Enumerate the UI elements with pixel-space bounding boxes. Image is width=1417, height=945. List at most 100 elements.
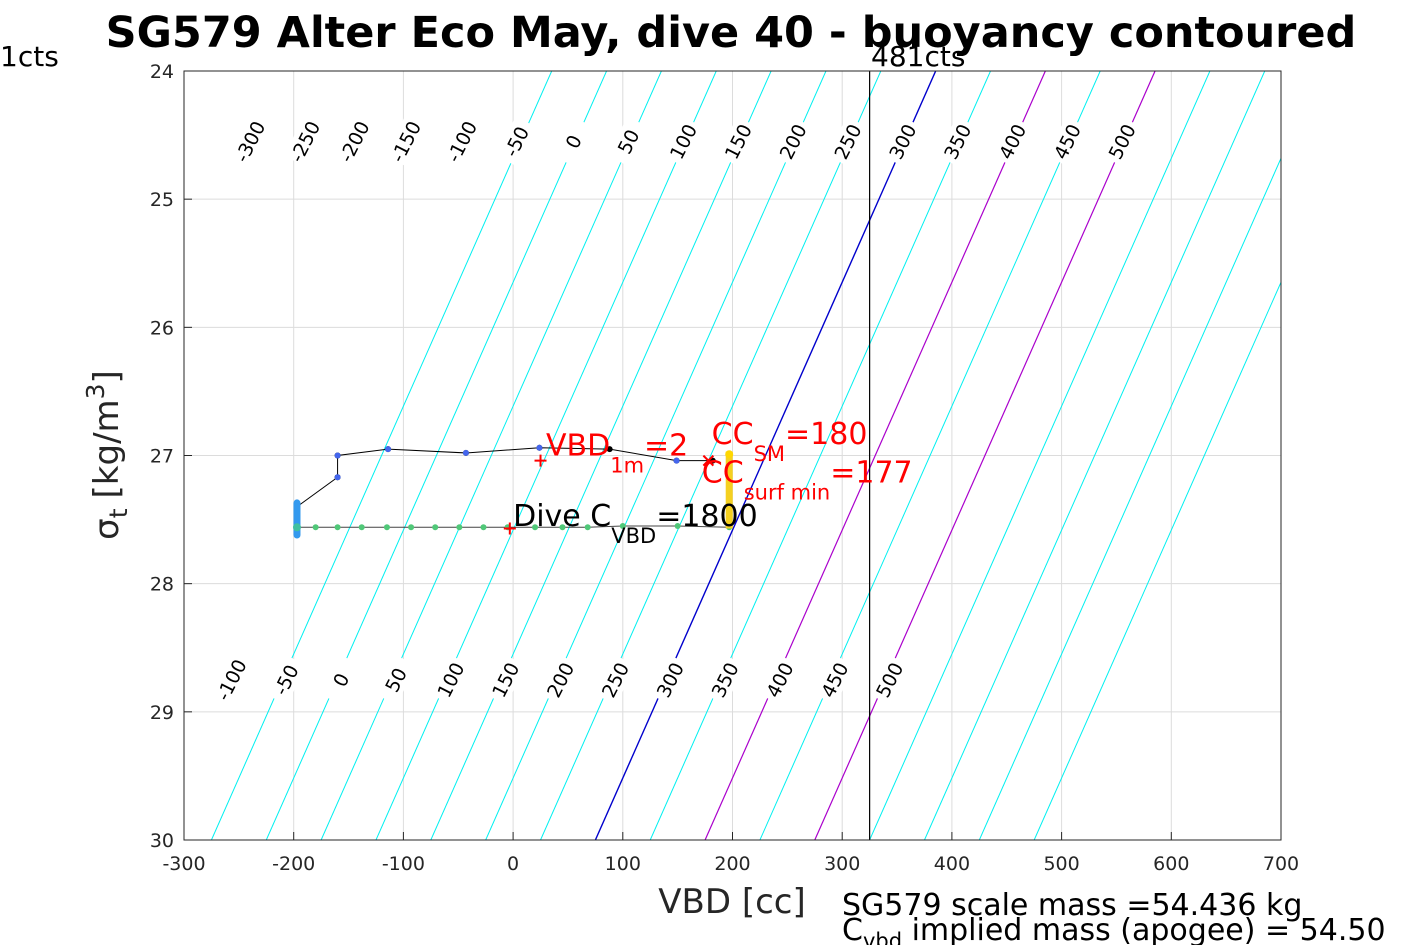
footer-scale-mass: SG579 scale mass =54.436 kg <box>842 888 1302 923</box>
footer-implied-mass-rest: implied mass (apogee) = 54.50 <box>902 913 1386 945</box>
descent-point-5 <box>334 474 341 481</box>
contour-line-11 <box>814 71 1156 840</box>
x-tick-label-1: -200 <box>272 853 315 875</box>
y-axis-label: σt [kg/m3] <box>81 370 133 540</box>
annotation-3-sub: VBD <box>611 524 656 548</box>
contour-upper-label-bg-4 <box>440 116 483 167</box>
annotation-3: Dive CVBD=1800 <box>513 499 758 548</box>
descent-point-0 <box>334 452 341 459</box>
contour-line-5 <box>485 71 827 840</box>
y-tick-label-0: 24 <box>150 61 174 83</box>
marker-plus-3 <box>503 522 516 535</box>
x-tick-label-8: 500 <box>1043 853 1079 875</box>
contour-upper-label-bg-14 <box>991 116 1033 167</box>
footer-implied-mass-sub: vbd <box>863 929 902 945</box>
series-1-point-1 <box>312 524 319 531</box>
contour-upper-label-bg-16 <box>1101 116 1143 167</box>
contour-labels: -300 -250 -200 -150 -100 -50 0 50 100 150 200 250 30… <box>210 116 1143 705</box>
x-tick-label-6: 300 <box>824 853 860 875</box>
contour-line-15 <box>1033 280 1281 840</box>
y-axis-label-sub: t <box>104 508 133 518</box>
contour-lower-label-bg-10 <box>758 654 801 705</box>
series-1-point-14 <box>674 522 681 529</box>
y-tick-label-2: 26 <box>150 317 174 339</box>
contour-lower-label-bg-3 <box>375 654 417 705</box>
contour-lower-label-bg-6 <box>539 654 581 705</box>
series-1-point-6 <box>432 524 439 531</box>
series-1-point-13 <box>619 522 626 529</box>
contour-lower-label-bg-2 <box>320 654 362 705</box>
series-1-point-3 <box>358 524 365 531</box>
contour-lines <box>210 71 1281 840</box>
contour-lower-label-bg-8 <box>649 654 691 705</box>
contour-lower-label-bg-7 <box>594 654 636 705</box>
annotation-3-main: Dive C <box>513 499 611 534</box>
descent-point-2 <box>462 449 469 456</box>
descent-point-4 <box>673 457 680 464</box>
series-1-point-10 <box>532 524 539 531</box>
footer-implied-mass-main: C <box>842 913 863 945</box>
series-0-point-6 <box>606 446 613 453</box>
annotation-0-rest: =2 <box>644 429 688 464</box>
contour-lower-label-bg-4 <box>429 654 472 705</box>
contour-line-7 <box>594 71 937 840</box>
contour-upper-label-bg-13 <box>936 116 979 167</box>
contour-line-0 <box>210 71 553 840</box>
contour-line-2 <box>320 71 662 840</box>
contour-line-8 <box>649 71 991 840</box>
contour-line-13 <box>924 71 1266 840</box>
y-tick-label-5: 29 <box>150 702 174 724</box>
contour-lower-label-bg-11 <box>813 654 856 705</box>
x-tick-label-9: 600 <box>1153 853 1189 875</box>
series-1-point-11 <box>559 524 566 531</box>
y-tick-label-3: 27 <box>150 446 174 468</box>
series-1-point-12 <box>584 524 591 531</box>
contour-line-12 <box>869 71 1211 840</box>
contour-line-14 <box>978 157 1281 840</box>
annotation-1-rest: =180 <box>785 417 867 452</box>
x-tick-label-3: 0 <box>507 853 519 875</box>
y-tick-label-4: 28 <box>150 574 174 596</box>
annotation-2-rest: =177 <box>830 455 912 490</box>
left-counts-label: 1cts <box>0 40 59 73</box>
contour-lower-label-bg-12 <box>868 654 911 705</box>
y-axis-label-unit-sup: 3 <box>81 383 110 399</box>
series-line-1 <box>296 525 730 528</box>
y-axis-ticks: 24 25 26 27 28 29 30 <box>150 61 192 852</box>
y-tick-label-6: 30 <box>150 830 174 852</box>
footer-implied-mass: Cvbd implied mass (apogee) = 54.50 <box>842 913 1386 945</box>
contour-upper-label-bg-5 <box>495 116 538 167</box>
x-tick-label-0: -300 <box>162 853 205 875</box>
annotation-2: CCsurf min=177 <box>702 455 913 504</box>
annotation-1-main: CC <box>712 417 754 452</box>
x-axis-ticks: -300 -200 -100 0 100 200 300 400 500 600 700 <box>162 832 1299 875</box>
series-1-point-4 <box>383 524 390 531</box>
annotation-1-sub: SM <box>754 442 785 466</box>
y-axis-label-symbol: σ <box>87 518 127 540</box>
chart-title: SG579 Alter Eco May, dive 40 - buoyancy … <box>106 8 1357 58</box>
contour-lower-label-bg-1 <box>265 654 307 705</box>
x-tick-label-4: 100 <box>605 853 641 875</box>
marker-plus-0 <box>534 454 547 467</box>
descent-point-3 <box>536 444 543 451</box>
marker-dot-2 <box>725 450 734 459</box>
series-1-point-5 <box>408 524 415 531</box>
y-tick-label-1: 25 <box>150 189 174 211</box>
contour-lower-label-bg-9 <box>704 654 746 705</box>
series-1-point-8 <box>480 524 487 531</box>
markers <box>503 450 734 535</box>
series-1-point-2 <box>334 524 341 531</box>
x-tick-label-7: 400 <box>934 853 970 875</box>
vertical-line-label: 481cts <box>871 40 965 73</box>
contour-upper-label-bg-9 <box>717 116 759 167</box>
contour-upper-label-bg-7 <box>607 116 649 167</box>
contour-upper-label-bg-1 <box>283 116 326 167</box>
contour-upper-label-bg-15 <box>1046 116 1088 167</box>
contour-upper-label-bg-0 <box>229 116 271 167</box>
annotation-1: CCSM=180 <box>712 417 868 466</box>
contour-line-9 <box>704 71 1046 840</box>
annotation-3-rest: =1800 <box>656 499 757 534</box>
contour-line-10 <box>759 71 1101 840</box>
contour-upper-label-bg-3 <box>384 116 427 167</box>
